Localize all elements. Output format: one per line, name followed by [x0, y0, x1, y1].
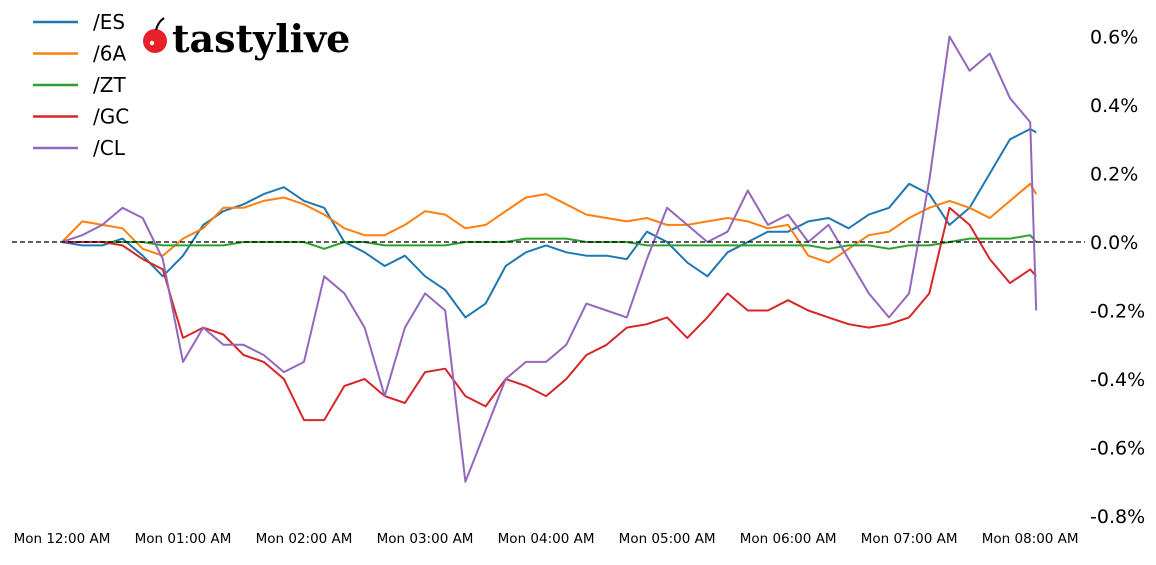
legend-label: /GC — [93, 105, 129, 129]
y-tick-label: -0.4% — [1090, 369, 1145, 391]
x-tick-label: Mon 02:00 AM — [256, 531, 353, 547]
x-tick-label: Mon 04:00 AM — [498, 531, 595, 547]
cherry-stem-icon — [155, 17, 165, 31]
x-tick-label: Mon 12:00 AM — [14, 531, 111, 547]
logo-text: tastylive — [172, 16, 350, 61]
legend: /ES/6A/ZT/GC/CL — [33, 10, 129, 160]
series-line-6a — [61, 182, 1038, 264]
y-tick-label: -0.6% — [1090, 438, 1145, 460]
series-line-cl — [61, 35, 1038, 483]
y-tick-label: 0.6% — [1090, 27, 1138, 49]
y-tick-label: -0.8% — [1090, 506, 1145, 528]
legend-label: /6A — [93, 42, 126, 66]
x-tick-label: Mon 08:00 AM — [982, 531, 1079, 547]
cherry-highlight — [149, 40, 155, 46]
x-tick-label: Mon 01:00 AM — [135, 531, 232, 547]
x-tick-label: Mon 06:00 AM — [740, 531, 837, 547]
y-axis: 0.6% 0.4% 0.2% 0.0% -0.2% -0.4% -0.6% -0.8% — [1090, 27, 1145, 529]
series-line-zt — [62, 234, 1037, 250]
legend-label: /CL — [93, 136, 126, 160]
series-line-gc — [62, 206, 1037, 422]
y-tick-label: 0.4% — [1090, 95, 1138, 117]
x-tick-label: Mon 05:00 AM — [619, 531, 716, 547]
tastylive-logo: tastylive — [143, 16, 350, 61]
x-tick-label: Mon 07:00 AM — [861, 531, 958, 547]
legend-label: /ES — [93, 10, 125, 34]
legend-label: /ZT — [93, 73, 126, 97]
x-tick-label: Mon 03:00 AM — [377, 531, 474, 547]
series-lines — [61, 35, 1038, 483]
x-axis: Mon 12:00 AM Mon 01:00 AM Mon 02:00 AM Mon … — [14, 531, 1079, 547]
y-tick-label: 0.0% — [1090, 232, 1138, 254]
series-line-es — [61, 128, 1037, 319]
y-tick-label: 0.2% — [1090, 164, 1138, 186]
cherry-icon — [143, 29, 167, 53]
y-tick-label: -0.2% — [1090, 301, 1145, 323]
